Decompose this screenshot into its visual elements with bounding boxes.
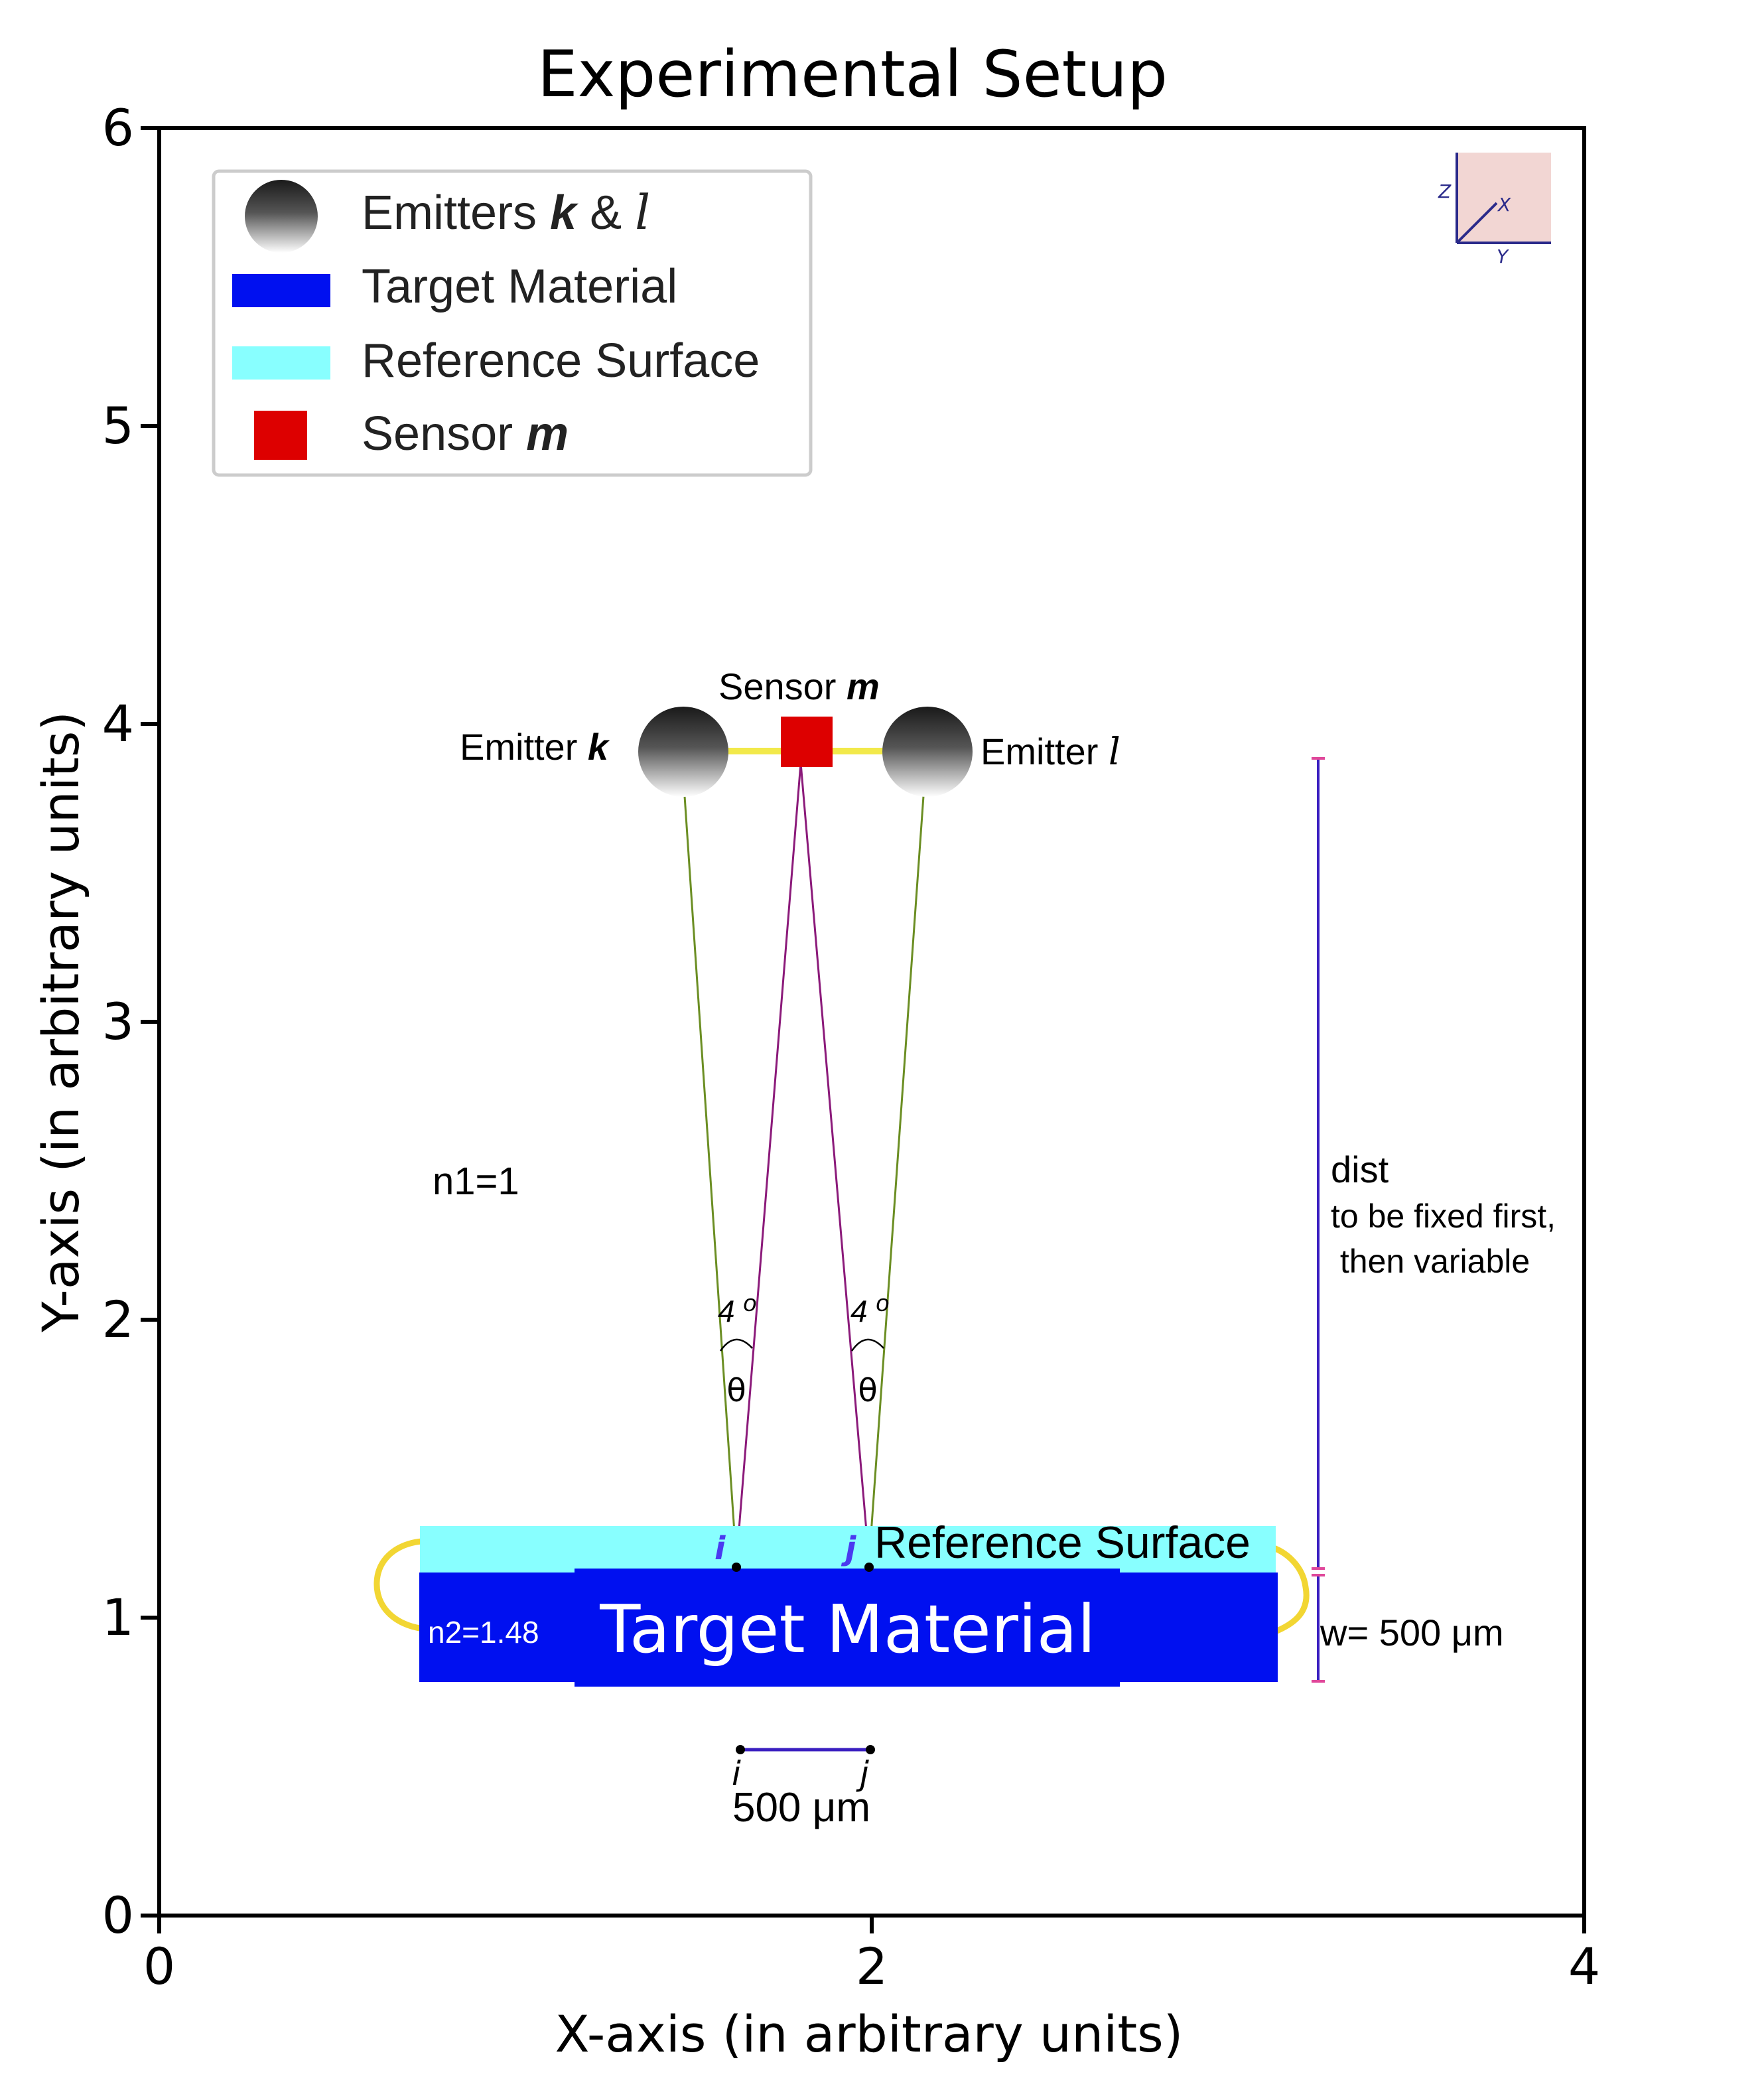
point-j bbox=[864, 1563, 874, 1572]
y-tick-label: 4 bbox=[102, 694, 134, 753]
medium1-label: n1=1 bbox=[433, 1160, 519, 1203]
angle-left-value: 4 o bbox=[718, 1289, 756, 1328]
sensor-label: Sensor m bbox=[718, 665, 880, 707]
emitter-k bbox=[638, 707, 728, 797]
y-tick-label: 6 bbox=[102, 98, 134, 157]
x-tick-label: 2 bbox=[856, 1937, 888, 1996]
sensor-m bbox=[781, 717, 833, 767]
medium2-label: n2=1.48 bbox=[428, 1615, 539, 1649]
scale-bar: i j 500 μm bbox=[732, 1745, 875, 1831]
width-label: w= 500 μm bbox=[1320, 1612, 1504, 1653]
y-axis-tick-labels: 0 1 2 3 4 5 6 bbox=[102, 98, 134, 1945]
x-axis-tick-labels: 0 2 4 bbox=[143, 1937, 1600, 1996]
point-i bbox=[732, 1563, 741, 1572]
emitter-l-label: Emitter l bbox=[981, 731, 1120, 774]
target-material-center bbox=[575, 1569, 1120, 1687]
ray-emitter-k-to-i bbox=[683, 796, 738, 1563]
y-tick-label: 3 bbox=[102, 992, 134, 1051]
legend-target-label: Target Material bbox=[362, 260, 677, 313]
theta-left: θ bbox=[726, 1372, 746, 1409]
legend-reference-symbol bbox=[232, 346, 330, 380]
target-material-label: Target Material bbox=[599, 1590, 1095, 1668]
x-tick-label: 4 bbox=[1568, 1937, 1600, 1996]
figure-title: Experimental Setup bbox=[537, 37, 1168, 111]
emitter-k-label: Emitter k bbox=[460, 726, 610, 768]
dist-note-line2: then variable bbox=[1331, 1243, 1530, 1280]
ray-sensor-to-j bbox=[799, 762, 870, 1563]
y-tick-label: 2 bbox=[102, 1290, 134, 1349]
angle-right-value: 4 o bbox=[850, 1289, 889, 1328]
legend-sensor-symbol bbox=[254, 411, 307, 460]
light-rays bbox=[683, 762, 925, 1563]
axes-icon-y: Y bbox=[1497, 245, 1509, 267]
y-tick-label: 0 bbox=[102, 1886, 134, 1945]
axes-icon-x: X bbox=[1497, 194, 1511, 216]
angle-annotation-left: 4 o θ bbox=[718, 1289, 756, 1409]
dist-note-line1: to be fixed first, bbox=[1331, 1198, 1556, 1235]
reference-surface bbox=[420, 1526, 1276, 1573]
axes-icon-z: Z bbox=[1438, 180, 1452, 202]
y-tick-label: 5 bbox=[102, 396, 134, 455]
legend-reference-label: Reference Surface bbox=[362, 334, 760, 387]
reference-surface-label: Reference Surface bbox=[874, 1517, 1251, 1568]
width-dimension: w= 500 μm bbox=[1312, 1574, 1504, 1683]
theta-right: θ bbox=[858, 1372, 877, 1409]
axes-orientation-icon: Z X Y bbox=[1438, 153, 1551, 267]
legend-emitter-symbol bbox=[245, 180, 318, 253]
y-axis-ticks bbox=[141, 126, 159, 1918]
legend-emitters-label: Emitters k & l bbox=[362, 184, 650, 240]
emitter-l bbox=[882, 707, 973, 797]
ray-sensor-to-i bbox=[735, 762, 802, 1563]
x-axis-ticks bbox=[157, 1916, 1586, 1933]
legend: Emitters k & l Target Material Reference… bbox=[212, 169, 813, 477]
angle-arc-right bbox=[850, 1338, 884, 1352]
scale-bar-label: 500 μm bbox=[732, 1785, 870, 1831]
legend-sensor-label: Sensor m bbox=[362, 407, 569, 460]
angle-annotation-right: 4 o θ bbox=[850, 1289, 889, 1409]
legend-frame bbox=[212, 169, 813, 477]
point-i-label: i bbox=[714, 1530, 726, 1567]
x-tick-label: 0 bbox=[143, 1937, 175, 1996]
legend-target-symbol bbox=[232, 274, 330, 307]
dist-label: dist bbox=[1331, 1149, 1389, 1190]
ray-emitter-l-to-j bbox=[868, 796, 925, 1563]
y-tick-label: 1 bbox=[102, 1588, 134, 1647]
distance-dimension: dist to be fixed first, then variable bbox=[1312, 757, 1556, 1570]
angle-arc-left bbox=[719, 1338, 753, 1352]
scale-i-label: i bbox=[732, 1754, 741, 1793]
y-axis-label: Y-axis (in arbitrary units) bbox=[31, 711, 90, 1333]
x-axis-label: X-axis (in arbitrary units) bbox=[555, 2004, 1184, 2063]
